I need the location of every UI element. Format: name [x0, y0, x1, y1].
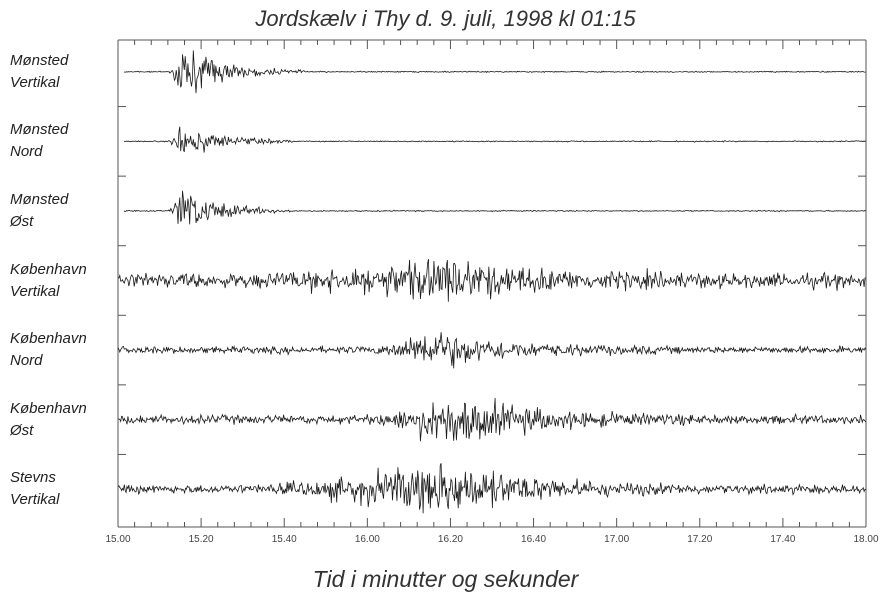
station-label: Stevns Vertikal: [10, 467, 59, 511]
seismogram-trace: [117, 259, 866, 302]
station-label: København Vertikal: [10, 259, 87, 303]
station-label: København Øst: [10, 398, 87, 442]
seismogram-trace: [117, 397, 867, 442]
seismogram-traces: [117, 50, 867, 514]
station-name: Mønsted: [10, 121, 69, 139]
station-component: Øst: [10, 421, 34, 439]
station-name: Mønsted: [10, 190, 69, 208]
x-tick-label: 16.20: [438, 534, 463, 545]
station-label: København Nord: [10, 328, 87, 372]
station-component: Vertikal: [10, 282, 60, 300]
station-label: Mønsted Vertikal: [10, 50, 68, 94]
seismogram-trace: [123, 50, 866, 94]
station-component: Vertikal: [10, 491, 60, 509]
seismogram-trace: [123, 190, 866, 225]
x-tick-label: 15.20: [189, 534, 214, 545]
x-tick-label: 17.00: [604, 534, 629, 545]
x-tick-label: 15.40: [272, 534, 297, 545]
x-tick-label: 15.00: [105, 534, 130, 545]
seismogram-trace: [117, 332, 867, 369]
station-component: Øst: [10, 212, 34, 230]
x-tick-label: 17.40: [770, 534, 795, 545]
station-name: København: [10, 330, 87, 348]
station-component: Nord: [10, 352, 43, 370]
station-component: Vertikal: [10, 73, 60, 91]
x-tick-label: 16.40: [521, 534, 546, 545]
seismogram-trace: [123, 126, 866, 153]
x-tick-labels: 15.00 15.20 15.40 16.00 16.20 16.40 17.00 17.20…: [105, 534, 878, 545]
x-tick-label: 16.00: [355, 534, 380, 545]
station-label: Mønsted Nord: [10, 119, 68, 163]
station-label: Mønsted Øst: [10, 189, 68, 233]
station-name: København: [10, 399, 87, 417]
plot-frame: [117, 39, 867, 528]
station-name: Mønsted: [10, 51, 69, 69]
seismogram-plot: 15.00 15.20 15.40 16.00 16.20 16.40 17.00 17.20…: [105, 39, 879, 545]
station-name: Stevns: [10, 469, 56, 487]
x-axis-label: Tid i minutter og sekunder: [312, 566, 579, 592]
seismogram-trace: [117, 463, 867, 514]
station-component: Nord: [10, 143, 43, 161]
x-tick-label: 17.20: [687, 534, 712, 545]
station-name: København: [10, 260, 87, 278]
chart-title: Jordskælv i Thy d. 9. juli, 1998 kl 01:1…: [255, 6, 636, 31]
x-tick-label: 18.00: [853, 534, 878, 545]
axis-ticks: [117, 40, 867, 527]
